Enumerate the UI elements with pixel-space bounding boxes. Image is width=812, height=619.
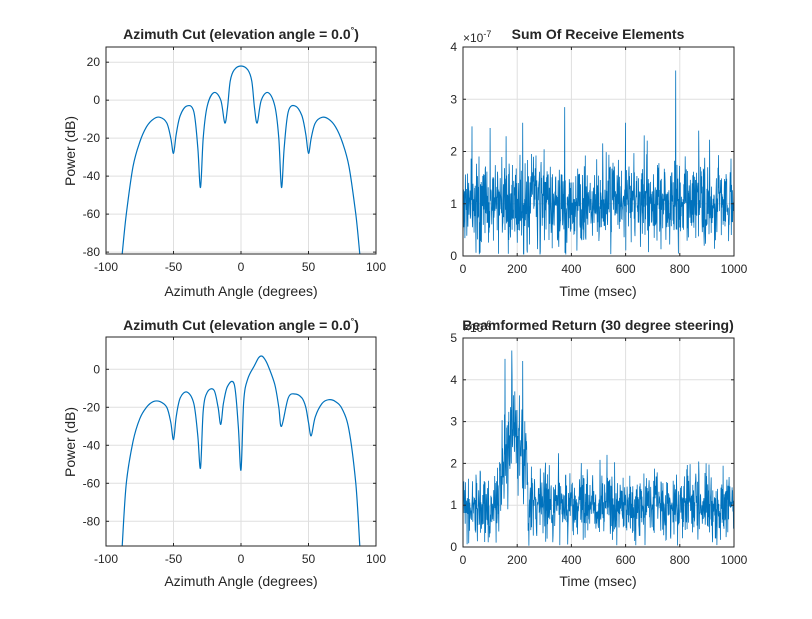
- series-line: [121, 355, 361, 546]
- x-tick-label: 100: [366, 552, 386, 566]
- y-tick-label: -60: [83, 207, 101, 221]
- x-tick-label: -100: [94, 552, 118, 566]
- x-tick-label: 0: [460, 262, 467, 276]
- y-tick-label: 0: [93, 362, 100, 376]
- x-tick-label: 200: [507, 262, 527, 276]
- axes-frame: [462, 337, 735, 548]
- x-tick-label: 100: [366, 260, 386, 274]
- y-axis-label: Power (dB): [62, 116, 78, 186]
- x-tick-label: 1000: [721, 262, 748, 276]
- x-tick-label: 400: [561, 553, 581, 567]
- x-axis-label: Time (msec): [559, 283, 636, 299]
- x-tick-label: 400: [561, 262, 581, 276]
- y-tick-label: 2: [450, 145, 457, 159]
- chart-title: Beamformed Return (30 degree steering): [462, 317, 734, 333]
- subplot-azimuth-bottom: -100 -50 0 50 100 -80 -60 -40 -20 0: [83, 336, 386, 566]
- x-tick-label: 800: [670, 262, 690, 276]
- y-tick-label: -40: [83, 438, 101, 452]
- x-axis-label: Time (msec): [559, 573, 636, 589]
- y-axis-label: Power (dB): [62, 407, 78, 477]
- x-tick-label: -100: [94, 260, 118, 274]
- x-tick-label: 600: [616, 553, 636, 567]
- x-tick-label: 50: [302, 552, 316, 566]
- y-tick-label: 0: [450, 540, 457, 554]
- subplot-beamformed-return: 0 200 400 600 800 1000 0 1 2 3 4 5: [450, 331, 747, 567]
- y-tick-label: -80: [83, 514, 101, 528]
- y-tick-label: 4: [450, 373, 457, 387]
- y-tick-label: -60: [83, 476, 101, 490]
- x-tick-label: -50: [165, 260, 183, 274]
- y-tick-label: 1: [450, 498, 457, 512]
- y-tick-label: 3: [450, 92, 457, 106]
- y-tick-label: 3: [450, 415, 457, 429]
- series-line: [463, 350, 734, 546]
- y-tick-label: 0: [450, 249, 457, 263]
- y-tick-label: 0: [93, 93, 100, 107]
- y-exponent-label: ×10-6: [463, 319, 491, 335]
- x-tick-label: 0: [460, 553, 467, 567]
- y-tick-label: 2: [450, 456, 457, 470]
- x-tick-label: 1000: [721, 553, 748, 567]
- x-tick-label: 600: [616, 262, 636, 276]
- subplot-azimuth-top: -100 -50 0 50 100 -80 -60 -40 -20 0 20: [83, 46, 386, 274]
- y-tick-label: 20: [87, 55, 101, 69]
- series-line: [463, 70, 734, 255]
- x-tick-label: 50: [302, 260, 316, 274]
- y-tick-label: -20: [83, 131, 101, 145]
- x-tick-label: 800: [670, 553, 690, 567]
- chart-title: Azimuth Cut (elevation angle = 0.0°): [123, 316, 359, 333]
- y-tick-label: -20: [83, 400, 101, 414]
- x-tick-label: 200: [507, 553, 527, 567]
- y-exponent-label: ×10-7: [463, 29, 491, 45]
- x-axis-label: Azimuth Angle (degrees): [164, 283, 317, 299]
- x-tick-label: 0: [238, 552, 245, 566]
- y-tick-label: -40: [83, 169, 101, 183]
- y-tick-label: 1: [450, 197, 457, 211]
- x-tick-label: 0: [238, 260, 245, 274]
- chart-title: Azimuth Cut (elevation angle = 0.0°): [123, 25, 359, 42]
- series-line: [121, 65, 361, 254]
- y-tick-label: 4: [450, 40, 457, 54]
- y-tick-label: -80: [83, 245, 101, 259]
- chart-title: Sum Of Receive Elements: [512, 26, 685, 42]
- y-tick-label: 5: [450, 331, 457, 345]
- x-tick-label: -50: [165, 552, 183, 566]
- subplot-sum-receive: 0 200 400 600 800 1000 0 1 2 3 4: [450, 40, 747, 276]
- x-axis-label: Azimuth Angle (degrees): [164, 573, 317, 589]
